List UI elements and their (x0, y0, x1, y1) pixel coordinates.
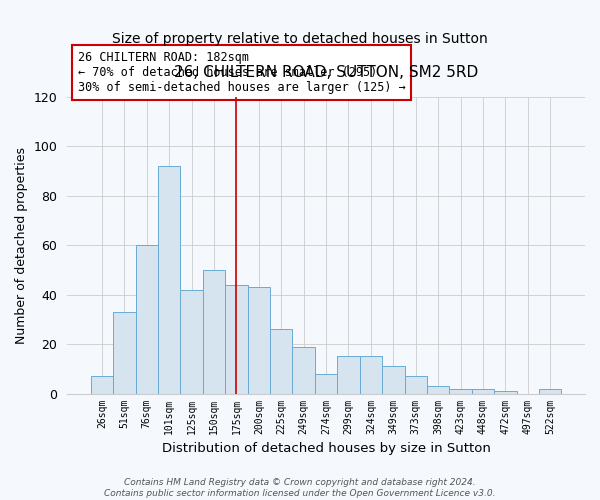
Bar (337, 356, 360, 394)
Bar (113, 312, 136, 394)
Bar (270, 330, 292, 394)
Bar (91, 376, 113, 394)
Title: 26, CHILTERN ROAD, SUTTON, SM2 5RD: 26, CHILTERN ROAD, SUTTON, SM2 5RD (174, 66, 478, 80)
Bar (404, 376, 427, 394)
Bar (539, 388, 562, 394)
Bar (427, 386, 449, 394)
Bar (292, 346, 315, 394)
Text: 26 CHILTERN ROAD: 182sqm
← 70% of detached houses are smaller (295)
30% of semi-: 26 CHILTERN ROAD: 182sqm ← 70% of detach… (77, 51, 405, 94)
Bar (315, 374, 337, 394)
Text: Size of property relative to detached houses in Sutton: Size of property relative to detached ho… (112, 32, 488, 46)
Bar (360, 356, 382, 394)
Bar (136, 245, 158, 394)
Y-axis label: Number of detached properties: Number of detached properties (15, 146, 28, 344)
Bar (181, 290, 203, 394)
Bar (494, 391, 517, 394)
Bar (382, 366, 404, 394)
Bar (472, 388, 494, 394)
Bar (158, 166, 181, 394)
Bar (248, 287, 270, 394)
Bar (449, 388, 472, 394)
Bar (225, 285, 248, 394)
X-axis label: Distribution of detached houses by size in Sutton: Distribution of detached houses by size … (161, 442, 491, 455)
Text: Contains HM Land Registry data © Crown copyright and database right 2024.
Contai: Contains HM Land Registry data © Crown c… (104, 478, 496, 498)
Bar (203, 270, 225, 394)
